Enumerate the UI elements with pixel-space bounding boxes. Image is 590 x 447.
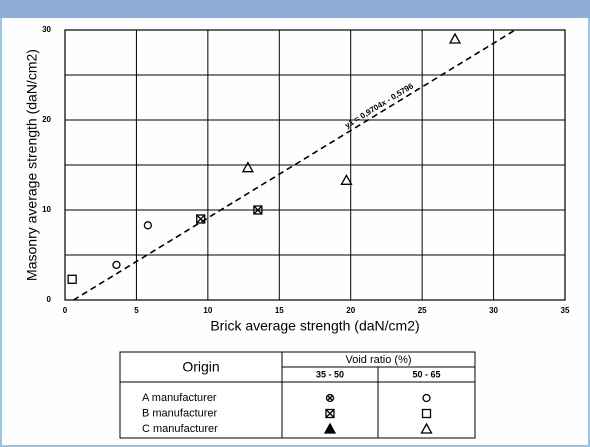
table-row-label: B manufacturer [142,407,218,419]
x-tick-label: 10 [203,306,212,315]
marker [340,173,353,185]
marker [448,32,462,44]
x-tick-label: 15 [275,306,284,315]
table-header: Origin [182,359,219,375]
x-tick-label: 5 [134,306,139,315]
x-tick-label: 0 [63,306,68,315]
plot-border [64,29,566,301]
x-axis-label: Brick average strength (daN/cm2) [210,318,419,334]
table-column: 50 - 65 [412,369,440,379]
marker [241,161,254,173]
marker [67,274,77,284]
table-column: 35 - 50 [316,369,344,379]
marker [325,393,335,403]
table-header: Void ratio (%) [345,354,411,366]
trendline [73,29,516,301]
marker [112,260,121,270]
marker [422,393,431,403]
marker [196,214,206,224]
y-tick-label: 30 [42,25,51,34]
x-tick-label: 30 [489,306,498,315]
marker [420,422,433,434]
x-tick-label: 35 [561,306,570,315]
table-border [119,351,476,439]
y-tick-label: 20 [42,115,51,124]
trendline-label: y1 = 0,9704x - 0,5796 [343,81,415,130]
table-row-label: A manufacturer [142,392,217,404]
marker [323,422,337,434]
x-tick-label: 20 [346,306,355,315]
y-tick-label: 10 [42,205,51,214]
y-tick-label: 0 [47,295,52,304]
marker [421,408,432,419]
y-axis-label: Masonry average strength (daN/cm2) [24,49,40,281]
marker [143,221,153,230]
marker [253,205,263,215]
x-tick-label: 25 [418,306,427,315]
table-row-label: C manufacturer [142,423,218,435]
marker [325,408,335,419]
header-bar [0,0,590,18]
